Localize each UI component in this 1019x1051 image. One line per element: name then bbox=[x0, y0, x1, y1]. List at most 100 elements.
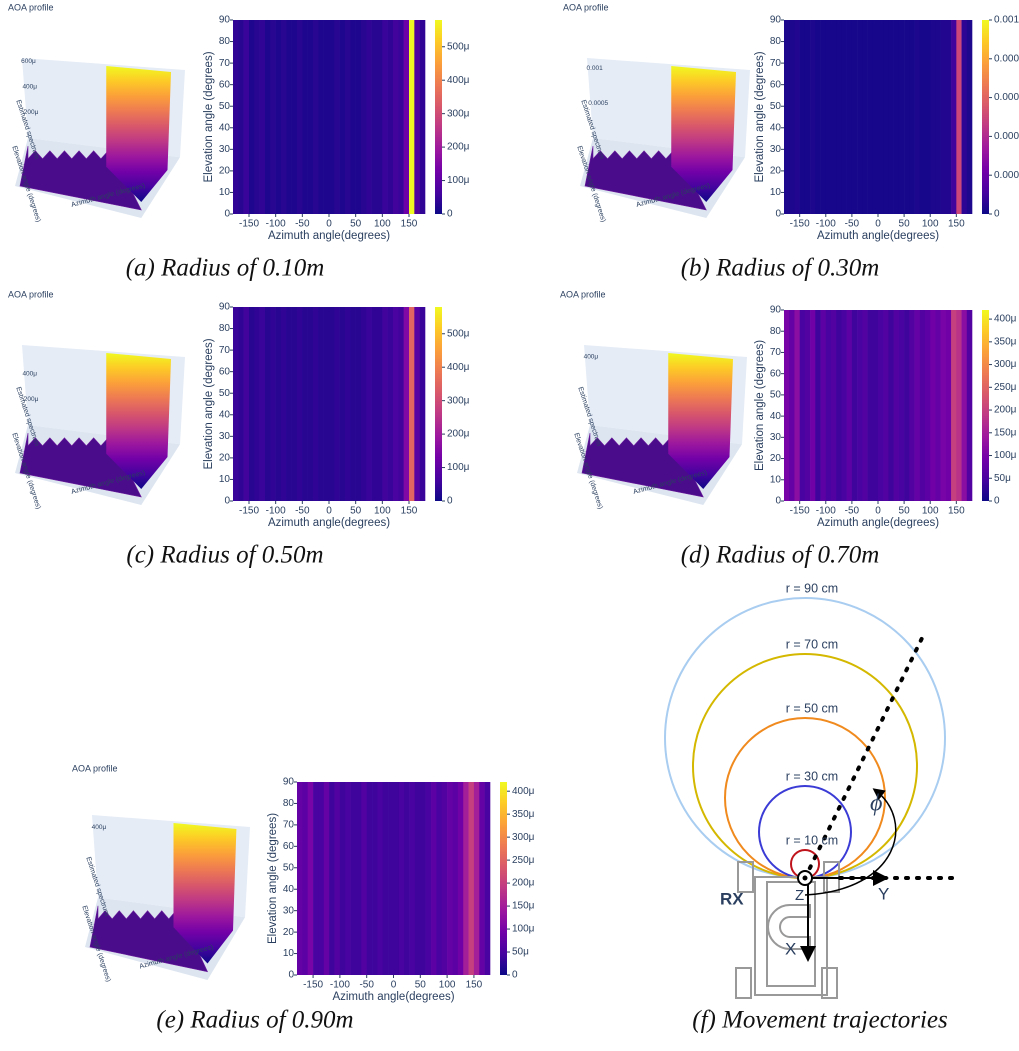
trajectory-circle bbox=[758, 785, 852, 879]
colorbar-tick-label: 400μ bbox=[994, 314, 1017, 325]
colorbar-tick-label: 200μ bbox=[447, 429, 470, 440]
heat-cell bbox=[355, 20, 362, 214]
y-axis-label: Elevation angle (degrees) bbox=[267, 813, 279, 944]
heat-cell bbox=[249, 307, 255, 501]
y-tick-label: 90 bbox=[219, 302, 231, 313]
heat-cell bbox=[457, 782, 464, 975]
y-axis-label: Elevation angle (degrees) bbox=[203, 338, 215, 469]
y-tick-label: 0 bbox=[224, 496, 230, 507]
panel-title: AOA profile bbox=[560, 289, 606, 299]
colorbar bbox=[982, 310, 989, 501]
axis-label-x: X bbox=[785, 939, 796, 958]
y-tick-label: 50 bbox=[219, 101, 231, 112]
y-tick-label: 40 bbox=[770, 122, 782, 133]
y-tick-label: 10 bbox=[283, 948, 295, 959]
y-tick-label: 20 bbox=[219, 453, 231, 464]
x-tick-label: -150 bbox=[303, 980, 323, 991]
y-tick-label: 60 bbox=[283, 841, 295, 852]
heat-cell bbox=[366, 782, 373, 975]
heat-cell bbox=[914, 310, 921, 501]
heat-cell bbox=[919, 310, 926, 501]
heat-cell bbox=[867, 310, 874, 501]
heat-cell bbox=[825, 310, 832, 501]
x-tick-label: 0 bbox=[326, 219, 332, 230]
heat-cell bbox=[371, 20, 378, 214]
heat-cell bbox=[919, 20, 926, 214]
heat-cell bbox=[888, 20, 894, 214]
colorbar bbox=[435, 307, 442, 501]
heat-cell bbox=[966, 20, 973, 214]
colorbar-tick-label: 100μ bbox=[447, 175, 470, 186]
surface-z-tick bbox=[91, 826, 99, 829]
panel-title: AOA profile bbox=[8, 2, 54, 12]
heat-cell bbox=[867, 20, 874, 214]
heat-cell bbox=[789, 310, 795, 501]
heat-cell bbox=[318, 782, 325, 975]
heat-cell bbox=[403, 20, 410, 214]
y-tick-label: 20 bbox=[770, 166, 782, 177]
heat-cell bbox=[387, 307, 394, 501]
caption: (e) Radius of 0.90m bbox=[156, 1007, 353, 1034]
heat-cell bbox=[872, 20, 879, 214]
heat-cell bbox=[382, 307, 388, 501]
y-tick-label: 30 bbox=[770, 144, 782, 155]
heat-cell bbox=[377, 20, 383, 214]
colorbar-tick-label: 0 bbox=[994, 209, 1000, 220]
colorbar-tick-label: 500μ bbox=[447, 41, 470, 52]
y-tick-label: 20 bbox=[770, 453, 782, 464]
heat-cell bbox=[789, 20, 795, 214]
heat-cell bbox=[265, 307, 271, 501]
heat-cell bbox=[323, 307, 330, 501]
heat-cell bbox=[238, 20, 244, 214]
x-tick-label: -50 bbox=[845, 506, 860, 517]
heat-cell bbox=[345, 307, 351, 501]
heat-cell bbox=[334, 782, 341, 975]
y-tick-label: 70 bbox=[770, 58, 782, 69]
heat-cell bbox=[265, 20, 271, 214]
circle-label: r = 90 cm bbox=[786, 581, 838, 595]
x-tick-label: -100 bbox=[816, 219, 836, 230]
caption: (a) Radius of 0.10m bbox=[126, 255, 325, 282]
y-tick-label: 70 bbox=[770, 347, 782, 358]
heat-cell bbox=[398, 20, 404, 214]
heat-cell bbox=[961, 310, 968, 501]
origin-dot bbox=[802, 875, 808, 881]
heat-cell bbox=[361, 782, 367, 975]
y-axis-label: Elevation angle (degrees) bbox=[754, 51, 766, 182]
y-axis-label: Elevation angle (degrees) bbox=[203, 51, 215, 182]
heat-cell bbox=[350, 20, 356, 214]
panel-title: AOA profile bbox=[563, 2, 609, 12]
y-tick-label: 0 bbox=[775, 209, 781, 220]
x-tick-label: -50 bbox=[295, 506, 310, 517]
heat-cell bbox=[409, 307, 415, 501]
heat-cell bbox=[820, 310, 827, 501]
heat-cell bbox=[254, 307, 260, 501]
heat-cell bbox=[925, 20, 931, 214]
y-tick-label: 80 bbox=[219, 323, 231, 334]
y-axis-label: Elevation angle (degrees) bbox=[754, 340, 766, 471]
heat-cell bbox=[836, 20, 842, 214]
heat-cell bbox=[784, 20, 790, 214]
caption: (c) Radius of 0.50m bbox=[126, 542, 323, 569]
heat-cell bbox=[940, 310, 947, 501]
heat-cell bbox=[909, 20, 915, 214]
robot bbox=[735, 861, 840, 999]
heat-cell bbox=[393, 307, 399, 501]
heat-cell bbox=[961, 20, 968, 214]
heat-cell bbox=[361, 307, 367, 501]
x-tick-label: -50 bbox=[845, 219, 860, 230]
heat-cell bbox=[393, 20, 399, 214]
colorbar-tick-label: 300μ bbox=[447, 395, 470, 406]
heat-cell bbox=[361, 20, 367, 214]
heat-cell bbox=[846, 310, 853, 501]
heat-cell bbox=[297, 20, 303, 214]
heat-cell bbox=[345, 20, 351, 214]
heat-cell bbox=[291, 20, 298, 214]
colorbar-tick-label: 100μ bbox=[447, 462, 470, 473]
heat-cell bbox=[371, 307, 378, 501]
heat-cell bbox=[281, 307, 287, 501]
x-axis-label: Azimuth angle(degrees) bbox=[268, 230, 390, 242]
wheel bbox=[737, 861, 754, 893]
heat-cell bbox=[904, 310, 910, 501]
colorbar-tick-label: 0.0002 bbox=[994, 170, 1019, 181]
